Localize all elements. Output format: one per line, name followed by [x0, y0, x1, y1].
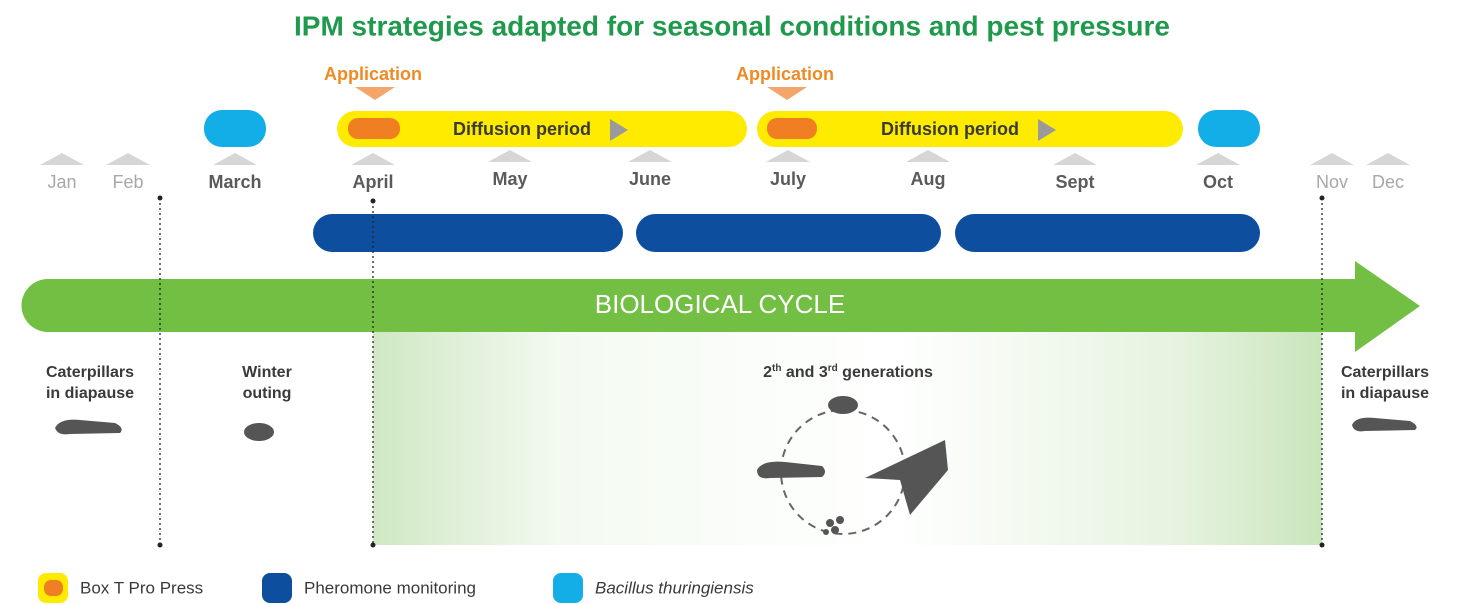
month-marker — [906, 150, 950, 162]
stage-label: in diapause — [46, 385, 134, 402]
legend-label: Bacillus thuringiensis — [595, 578, 754, 597]
diffusion-label: Diffusion period — [453, 119, 591, 139]
divider-dot — [1320, 196, 1325, 201]
text: and 3 — [781, 364, 827, 381]
month-label: Dec — [1372, 172, 1404, 192]
stage-label: outing — [243, 385, 292, 402]
month-label: June — [629, 169, 671, 189]
month-marker — [628, 150, 672, 162]
legend-swatch — [44, 580, 63, 596]
month-label: Jan — [47, 172, 76, 192]
month-label: Nov — [1316, 172, 1348, 192]
month-label: March — [208, 172, 261, 192]
sup: th — [772, 363, 781, 374]
month-label: April — [352, 172, 393, 192]
stage-label: Caterpillars — [46, 364, 134, 381]
month-marker — [488, 150, 532, 162]
divider-dot — [158, 543, 163, 548]
divider-dot — [371, 199, 376, 204]
application-marker — [767, 87, 807, 100]
month-marker — [1053, 153, 1097, 165]
divider-dot — [371, 543, 376, 548]
application-marker — [355, 87, 395, 100]
month-label: Oct — [1203, 172, 1233, 192]
box-pill — [348, 118, 400, 139]
monitoring-bar — [955, 214, 1260, 252]
divider-dot — [1320, 543, 1325, 548]
month-label: May — [492, 169, 527, 189]
monitoring-bar — [313, 214, 623, 252]
caterpillar-icon — [55, 420, 122, 435]
stage-label: Caterpillars — [1341, 364, 1429, 381]
diffusion-label: Diffusion period — [881, 119, 1019, 139]
title: IPM strategies adapted for seasonal cond… — [294, 10, 1170, 41]
divider-dot — [158, 196, 163, 201]
month-marker — [1196, 153, 1240, 165]
application-label: Application — [324, 64, 422, 84]
bt-pill — [1198, 110, 1260, 147]
caterpillar-icon — [1352, 418, 1417, 432]
sup: rd — [828, 363, 838, 374]
month-marker — [1366, 153, 1410, 165]
text: 2 — [763, 364, 772, 381]
generations-label: 2th and 3rd generations — [763, 363, 933, 382]
legend-swatch — [262, 573, 292, 603]
legend-label: Pheromone monitoring — [304, 578, 476, 597]
month-label: July — [770, 169, 806, 189]
stage-label: in diapause — [1341, 385, 1429, 402]
month-marker — [106, 153, 150, 165]
legend-swatch — [553, 573, 583, 603]
monitoring-bar — [636, 214, 941, 252]
pupa-icon — [244, 423, 274, 441]
cycle-label: BIOLOGICAL CYCLE — [595, 289, 845, 319]
month-label: Sept — [1055, 172, 1094, 192]
bt-pill — [204, 110, 266, 147]
month-marker — [351, 153, 395, 165]
month-label: Aug — [911, 169, 946, 189]
diagram: IPM strategies adapted for seasonal cond… — [0, 0, 1465, 605]
box-pill — [767, 118, 817, 139]
month-label: Feb — [112, 172, 143, 192]
month-marker — [766, 150, 810, 162]
month-marker — [40, 153, 84, 165]
legend-label: Box T Pro Press — [80, 578, 203, 597]
application-label: Application — [736, 64, 834, 84]
text: generations — [838, 364, 933, 381]
stage-label: Winter — [242, 364, 292, 381]
month-marker — [213, 153, 257, 165]
month-marker — [1310, 153, 1354, 165]
